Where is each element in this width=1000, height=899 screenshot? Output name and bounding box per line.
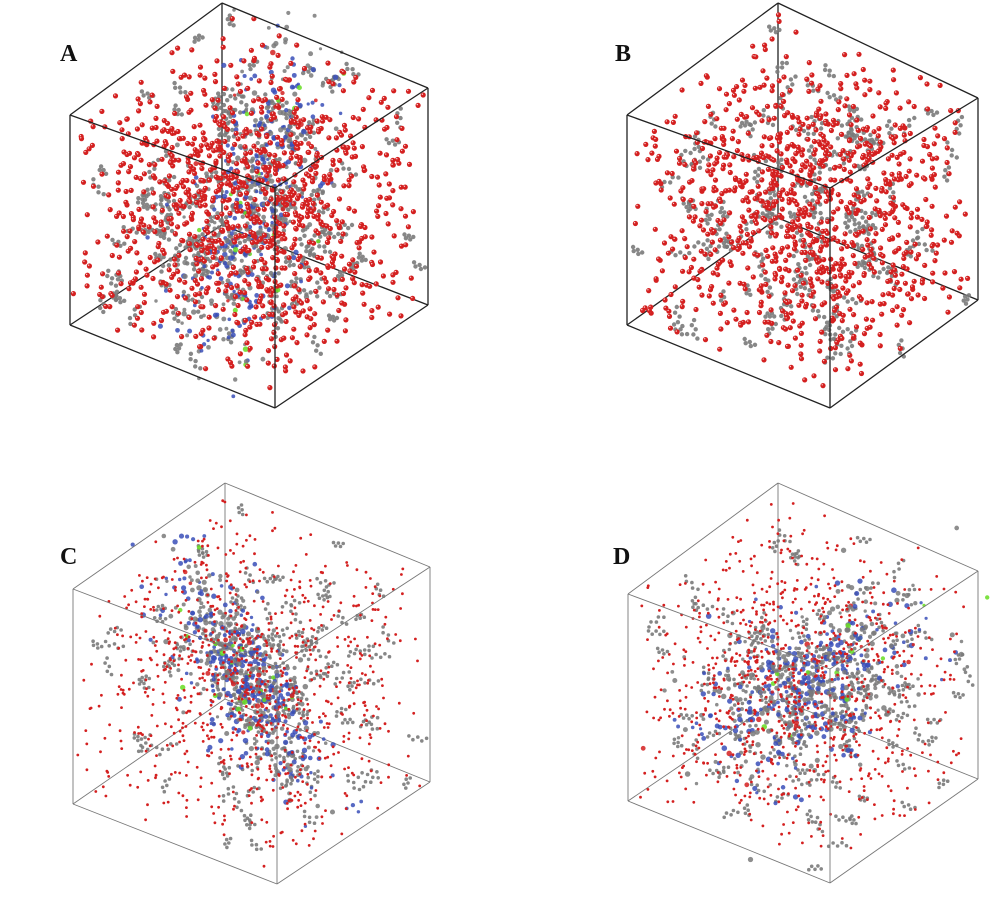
box-front-edges-b [626, 2, 979, 409]
molecule-chains-d [646, 528, 975, 872]
simulation-box-d [627, 482, 990, 884]
panel-d: D [500, 449, 1000, 898]
water-oxygens-d [639, 502, 965, 850]
box-front-edges-c [72, 482, 431, 885]
simulation-box-c [72, 482, 431, 885]
water-oxygens-b [632, 12, 971, 389]
simulation-box-a [69, 2, 429, 409]
panel-label-b: B [615, 41, 632, 67]
aggregate-cluster-c [130, 533, 364, 828]
box-front-edges-d [627, 482, 979, 884]
panel-label-c: C [60, 544, 78, 570]
aggregate-cluster-d [640, 525, 990, 863]
panel-b: B [500, 0, 1000, 449]
panel-label-d: D [613, 544, 631, 570]
box-front-edges-a [69, 2, 429, 409]
simulation-box-b [626, 2, 979, 409]
water-oxygens-c [76, 499, 422, 868]
panel-label-a: A [60, 41, 78, 67]
panel-c: C [0, 449, 500, 898]
box-back-edges-c [72, 483, 431, 805]
panel-a: A [0, 0, 500, 449]
water-oxygens-a [70, 16, 426, 391]
